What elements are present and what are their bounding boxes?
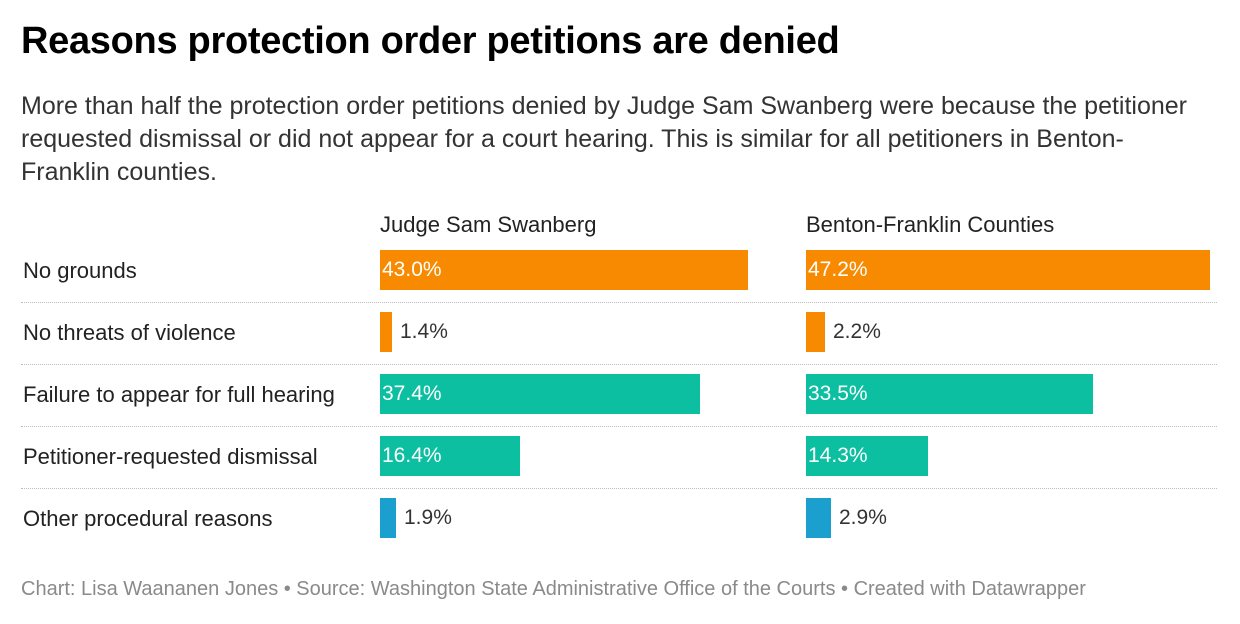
value-label: 47.2% (808, 258, 868, 281)
value-label: 33.5% (808, 382, 868, 405)
value-label: 2.9% (839, 506, 887, 529)
bar (806, 498, 831, 538)
chart-footer: Chart: Lisa Waananen Jones • Source: Was… (21, 578, 1086, 600)
category-label: No grounds (23, 258, 137, 283)
bar (380, 498, 396, 538)
chart-row: Other procedural reasons 1.9% 2.9% (21, 488, 1217, 550)
category-label: Other procedural reasons (23, 506, 273, 531)
chart-row: Petitioner-requested dismissal 16.4% 14.3% (21, 426, 1217, 489)
column-header-benton-franklin: Benton-Franklin Counties (806, 212, 1055, 237)
chart-row: Failure to appear for full hearing 37.4% 3… (21, 364, 1217, 427)
bar (806, 312, 825, 352)
value-label: 37.4% (382, 382, 442, 405)
chart-subtitle: More than half the protection order peti… (21, 92, 1188, 186)
value-label: 1.4% (400, 320, 448, 343)
chart-row: No threats of violence 1.4% 2.2% (21, 302, 1217, 365)
bar (380, 312, 392, 352)
bar (380, 436, 520, 476)
bar (806, 436, 928, 476)
value-label: 16.4% (382, 444, 442, 467)
bar (380, 374, 700, 414)
category-label: Petitioner-requested dismissal (23, 444, 318, 469)
chart-row: No grounds 43.0% 47.2% (21, 240, 1217, 303)
value-label: 1.9% (404, 506, 452, 529)
category-label: No threats of violence (23, 320, 236, 345)
category-label: Failure to appear for full hearing (23, 382, 335, 407)
bar (806, 374, 1093, 414)
chart-title: Reasons protection order petitions are d… (21, 20, 840, 62)
value-label: 43.0% (382, 258, 442, 281)
bar (806, 250, 1210, 290)
bar (380, 250, 748, 290)
column-header-swanberg: Judge Sam Swanberg (380, 212, 597, 237)
value-label: 2.2% (833, 320, 881, 343)
value-label: 14.3% (808, 444, 868, 467)
